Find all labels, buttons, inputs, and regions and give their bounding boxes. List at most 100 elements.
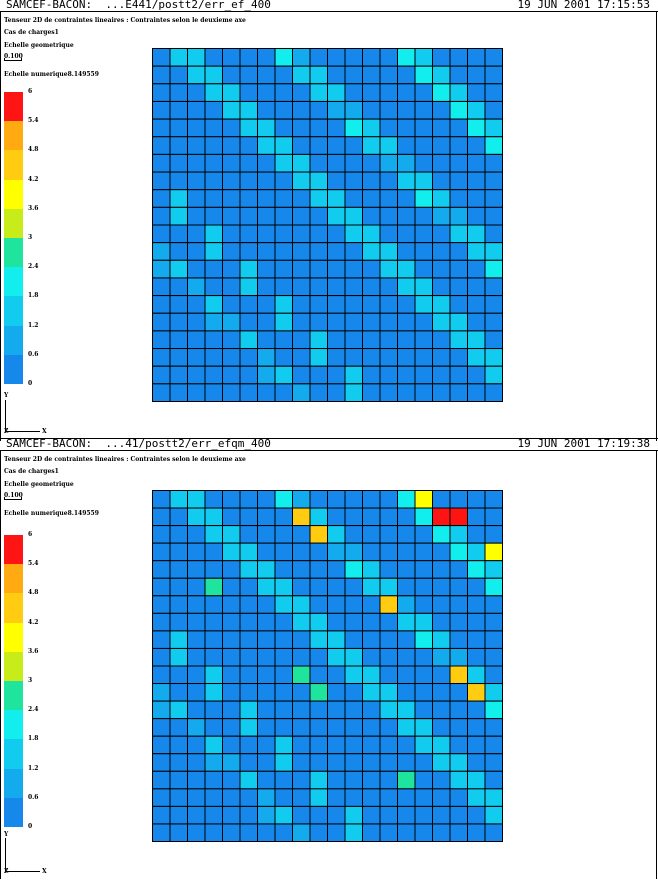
mesh-element [362,206,381,226]
mesh-element [467,770,486,790]
mesh-element [222,65,241,85]
mesh-element [274,383,293,402]
mesh-element [467,735,486,755]
mesh-element [449,683,468,702]
mesh-element [467,312,486,332]
mesh-element [327,242,346,261]
mesh-element [362,348,381,367]
mesh-element [379,823,398,842]
mesh-element [187,805,206,825]
mesh-element [414,348,433,367]
mesh-element [274,770,293,790]
mesh-element [397,718,416,737]
mesh-element [362,770,381,790]
mesh-element [187,330,206,350]
mesh-element [362,83,381,102]
mesh-element [152,100,171,120]
window-title: SAMCEF-BACON: ...41/postt2/err_efqm_400 [6,438,271,450]
mesh-element [414,136,433,155]
mesh-element [327,224,346,244]
legend-swatch [4,535,23,565]
mesh-element [432,507,451,527]
mesh-element [204,788,223,807]
mesh-element [344,700,363,720]
mesh-element [467,612,486,632]
mesh-element [152,118,171,138]
mesh-element [397,560,416,579]
mesh-element [379,683,398,702]
mesh-element [432,560,451,579]
legend-swatch [4,92,23,122]
mesh-element [484,348,503,367]
mesh-element [467,153,486,173]
mesh-element [362,507,381,527]
mesh-element [344,153,363,173]
mesh-element [379,805,398,825]
mesh-element [362,735,381,755]
mesh-element [449,153,468,173]
mesh-element [467,647,486,667]
mesh-element [484,136,503,155]
mesh-element [449,560,468,579]
mesh-element [222,788,241,807]
mesh-element [467,295,486,314]
mesh-element [327,171,346,191]
mesh-element [397,770,416,790]
mesh-element [484,805,503,825]
mesh-element [484,259,503,279]
mesh-element [379,490,398,509]
mesh-element [344,788,363,807]
mesh-element [432,383,451,402]
mesh-element [379,277,398,297]
mesh-element [484,788,503,807]
mesh-element [169,753,188,772]
mesh-element [449,823,468,842]
scale-tick-right [21,497,22,500]
mesh-element [222,348,241,367]
mesh-element [204,48,223,67]
mesh-element [222,770,241,790]
mesh-element [239,365,258,385]
mesh-element [397,224,416,244]
mesh-element [169,206,188,226]
mesh-element [169,595,188,614]
mesh-element [327,507,346,527]
mesh-element [169,118,188,138]
legend-swatch [4,267,23,297]
mesh-element [467,490,486,509]
mesh-element [432,100,451,120]
mesh-element [379,312,398,332]
mesh-element [467,683,486,702]
mesh-element [449,48,468,67]
mesh-element [362,312,381,332]
mesh-element [414,612,433,632]
mesh-element [344,612,363,632]
mesh-element [484,612,503,632]
mesh-element [327,295,346,314]
mesh-element [397,153,416,173]
mesh-element [152,330,171,350]
mesh-element [467,259,486,279]
mesh-element [467,665,486,685]
mesh-element [344,65,363,85]
mesh-element [239,48,258,67]
mesh-element [397,577,416,597]
mesh-element [187,542,206,562]
mesh-element [309,242,328,261]
mesh-element [204,277,223,297]
mesh-element [484,647,503,667]
mesh-element [204,153,223,173]
mesh-element [467,83,486,102]
mesh-element [309,330,328,350]
mesh-element [169,542,188,562]
mesh-element [274,189,293,208]
mesh-element [484,365,503,385]
mesh-element [222,612,241,632]
mesh-element [222,295,241,314]
mesh-element [449,242,468,261]
mesh-element [292,189,311,208]
mesh-element [292,259,311,279]
mesh-element [379,206,398,226]
mesh-element [274,490,293,509]
mesh-element [274,100,293,120]
